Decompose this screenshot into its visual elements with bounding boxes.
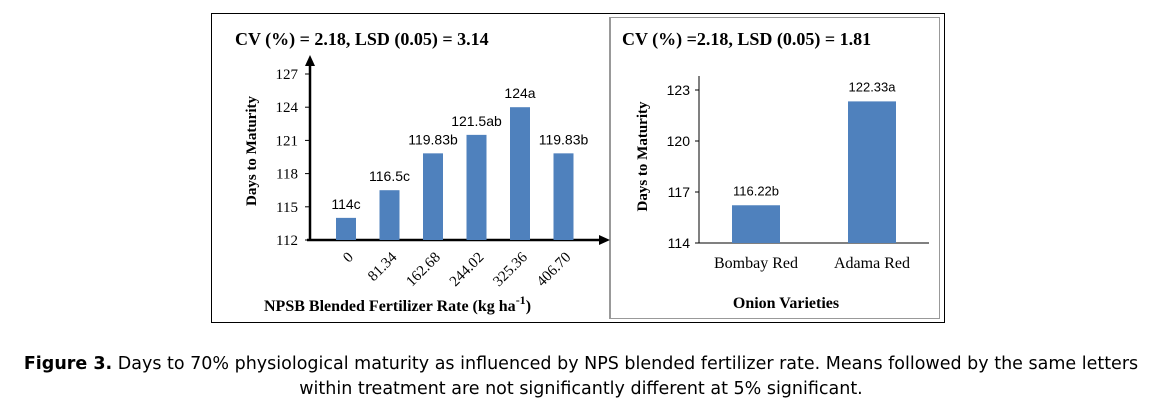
x-axis-arrow: [599, 235, 610, 245]
bar: [379, 190, 400, 240]
y-axis-label: Days to Maturity: [244, 96, 260, 206]
bar: [553, 153, 574, 240]
bar: [466, 134, 487, 240]
x-tick-label: 325.36: [490, 249, 531, 290]
x-tick-label: 81.34: [365, 249, 401, 285]
x-tick-label: 406.70: [534, 250, 574, 290]
x-tick-label: Bombay Red: [714, 255, 798, 272]
x-axis-label-superscript: -1: [516, 293, 526, 307]
x-tick-label: 162.68: [403, 250, 443, 290]
y-tick-label: 118: [276, 167, 298, 183]
bar-data-label: 119.83b: [539, 131, 589, 147]
bar: [423, 153, 443, 240]
y-tick-label: 114: [668, 235, 691, 251]
y-axis-label: Days to Maturity: [635, 101, 651, 211]
chart-panel-varieties: CV (%) =2.18, LSD (0.05) = 1.81 114 117 120…: [610, 17, 940, 319]
y-tick-label: 123: [667, 82, 691, 98]
chart-panel-fertilizer: CV (%) = 2.18, LSD (0.05) = 3.14 112 115 11…: [224, 17, 610, 319]
chart-fertilizer: CV (%) = 2.18, LSD (0.05) = 3.14 112 115 11…: [235, 29, 610, 315]
y-tick-label: 112: [276, 233, 298, 249]
chart-varieties: CV (%) =2.18, LSD (0.05) = 1.81 114 117 120…: [622, 29, 929, 312]
x-tick-label: 0: [340, 250, 357, 267]
bar: [732, 205, 780, 243]
bar-data-label: 121.5ab: [451, 113, 502, 129]
x-axis-label: NPSB Blended Fertilizer Rate (kg ha-1): [264, 293, 531, 315]
figure-frame: CV (%) = 2.18, LSD (0.05) = 3.14 112 115 11…: [211, 13, 945, 323]
y-axis-arrow: [305, 55, 315, 66]
x-tick-label: 244.02: [447, 250, 487, 290]
y-tick-label: 121: [276, 133, 299, 149]
y-tick-label: 127: [276, 67, 299, 83]
y-tick-label: 120: [667, 133, 691, 149]
y-tick-label: 124: [276, 100, 299, 116]
bar-data-label: 124a: [504, 85, 535, 101]
y-tick-label: 115: [276, 200, 298, 216]
bar-data-label: 116.5c: [369, 168, 410, 184]
bar-data-label: 116.22b: [733, 183, 779, 198]
x-axis-label-close: ): [526, 298, 531, 315]
bar-data-label: 122.33a: [849, 79, 897, 94]
bar: [510, 107, 530, 240]
bar-data-label: 114c: [331, 196, 360, 212]
x-axis-label: Onion Varieties: [733, 295, 839, 312]
bar: [336, 217, 356, 240]
bar-data-label: 119.83b: [408, 131, 458, 147]
chart-title: CV (%) =2.18, LSD (0.05) = 1.81: [622, 29, 871, 50]
caption-text: Days to 70% physiological maturity as in…: [112, 354, 1139, 399]
x-tick-label: Adama Red: [834, 255, 910, 272]
x-axis-label-main: NPSB Blended Fertilizer Rate (kg ha: [264, 298, 516, 315]
y-tick-label: 117: [668, 184, 691, 200]
chart-title: CV (%) = 2.18, LSD (0.05) = 3.14: [235, 29, 489, 50]
bar: [848, 101, 896, 243]
figure-caption: Figure 3. Days to 70% physiological matu…: [0, 352, 1162, 402]
caption-label: Figure 3.: [23, 354, 113, 374]
